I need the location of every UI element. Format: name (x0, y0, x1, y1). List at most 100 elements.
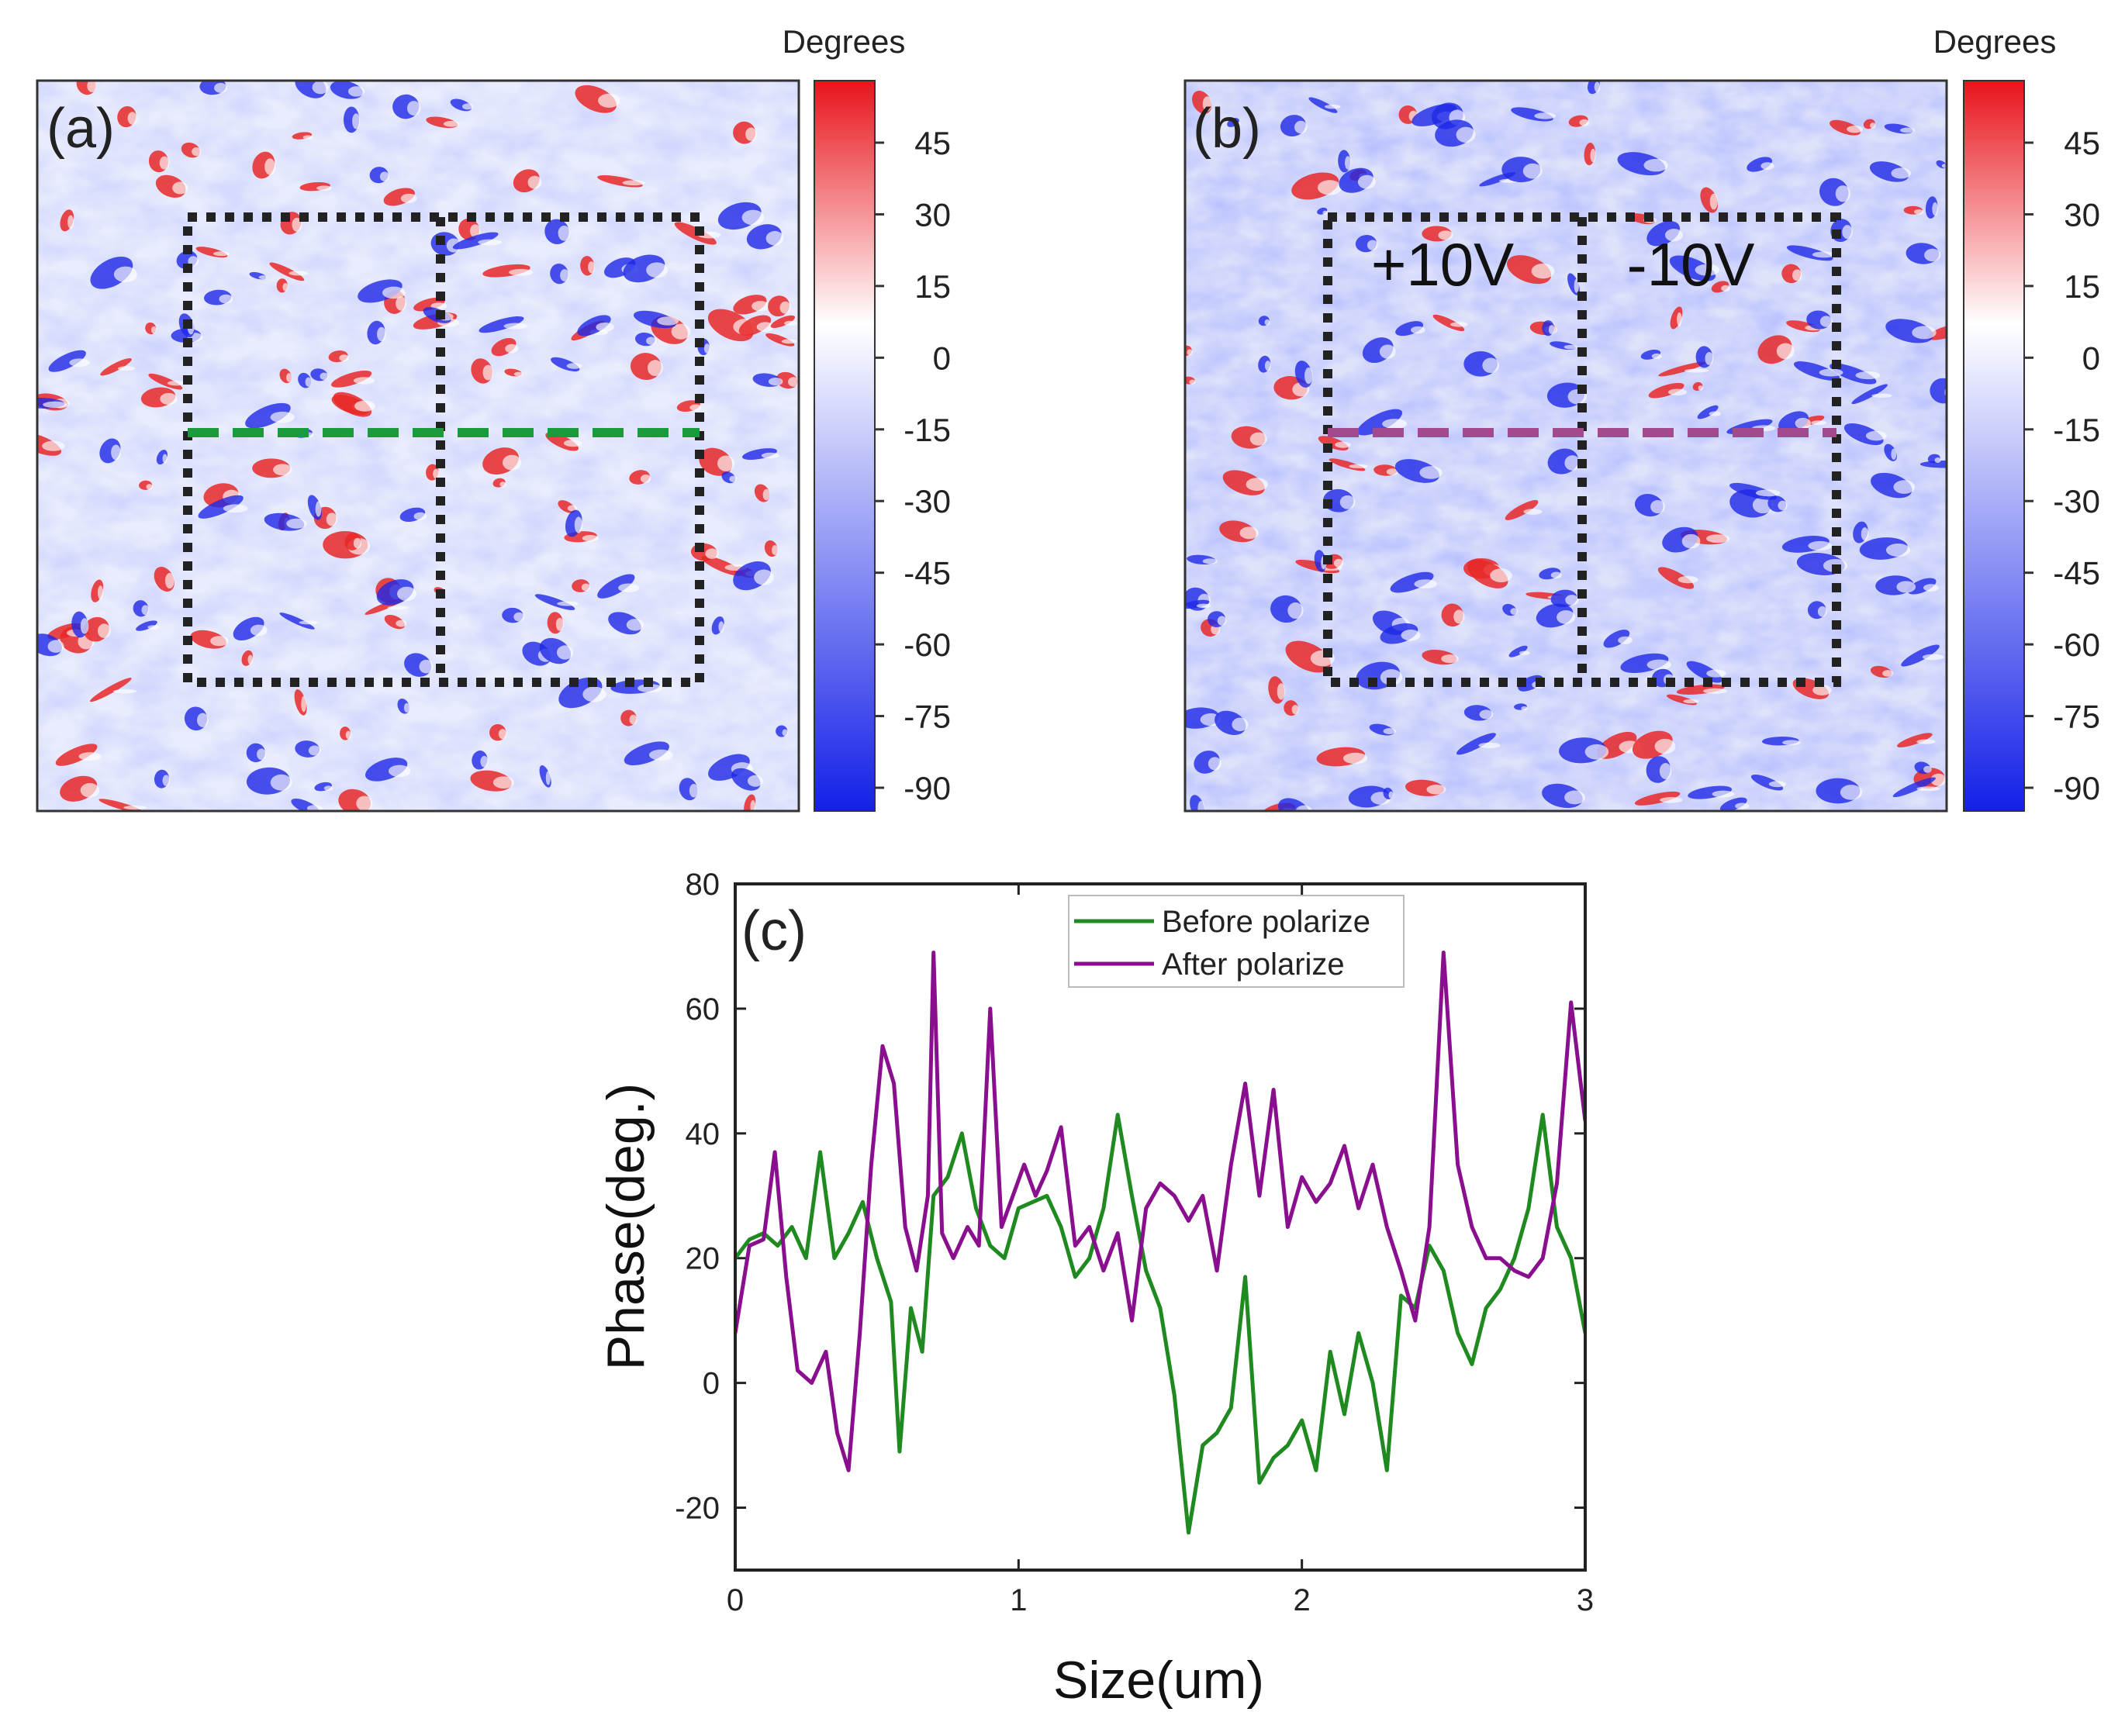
map-a-domain-halo (527, 175, 542, 189)
region-label-negative: -10V (1627, 230, 1755, 299)
map-a-domain-halo (558, 225, 571, 241)
map-a-blue-domain (136, 620, 157, 631)
map-b-domain-halo (1705, 352, 1714, 365)
region-label-positive: +10V (1371, 230, 1514, 299)
legend: Before polarize After polarize (1068, 895, 1405, 988)
map-b-domain-halo (1335, 441, 1351, 448)
map-b-domain-halo (1479, 709, 1494, 720)
map-a-domain-halo (396, 296, 406, 311)
map-a-red-domain (770, 315, 796, 329)
map-a-domain-halo (598, 93, 620, 108)
map-b-domain-halo (1438, 230, 1453, 240)
map-b-domain-halo (1419, 466, 1443, 479)
map-b-domain-halo (1197, 801, 1204, 811)
map-b-domain-halo (1861, 527, 1869, 541)
map-a-domain-halo (299, 620, 319, 625)
map-a-domain-halo (588, 261, 596, 274)
map-b-domain-halo (1249, 432, 1267, 446)
map-a-domain-halo (316, 185, 332, 191)
map-b-domain-halo (1456, 126, 1476, 143)
map-b-domain-halo (1792, 269, 1802, 281)
map-a-domain-halo (354, 400, 375, 412)
map-b-domain-halo (1882, 670, 1894, 677)
y-tick-label: 60 (686, 992, 720, 1027)
map-a-domain-halo (640, 475, 651, 483)
map-a-domain-halo (197, 713, 209, 728)
map-a-domain-halo (689, 783, 699, 798)
map-a-domain-halo (689, 404, 702, 411)
map-a-domain-halo (213, 251, 230, 257)
map-b-domain-halo (1579, 119, 1590, 126)
map-a-domain-halo (566, 363, 582, 369)
map-b-domain-halo (1564, 344, 1577, 350)
map-b-domain-halo (1702, 688, 1728, 694)
map-b-domain-halo (1426, 784, 1446, 795)
map-b-domain-halo (1930, 773, 1947, 786)
map-a-blue-domain (245, 402, 291, 429)
map-b-domain-halo (1478, 742, 1501, 749)
map-a-domain-halo (567, 505, 578, 512)
map-a-domain-halo (761, 452, 779, 459)
colorbar-a-tick-label: -60 (904, 626, 951, 663)
map-a-domain-halo (219, 294, 233, 304)
map-b-domain-halo (1322, 210, 1329, 215)
plot-frame (734, 882, 1587, 1572)
map-b-domain-halo (1681, 533, 1701, 549)
map-a-red-domain (148, 373, 183, 390)
map-b-domain-halo (1646, 659, 1671, 671)
colorbar-b-tick-label: -90 (2053, 770, 2100, 806)
map-b-red-domain (1648, 382, 1684, 399)
map-a-domain-halo (482, 364, 494, 381)
map-b-domain-halo (1187, 349, 1193, 356)
map-a-domain-halo (560, 269, 569, 281)
map-b-domain-halo (1654, 738, 1676, 754)
map-b-blue-domain (1308, 97, 1338, 113)
map-a-domain-halo (430, 302, 447, 309)
map-b-domains (1185, 81, 1947, 811)
map-a-texture (37, 81, 799, 811)
map-b-domain-halo (1808, 540, 1833, 551)
map-a-domain-halo (747, 775, 763, 787)
map-b-domain-halo (1239, 526, 1259, 540)
map-b-blue-domain (1719, 797, 1747, 811)
map-a-domain-halo (413, 512, 427, 520)
map-a-domain-halo (419, 659, 434, 674)
map-a-domain-halo (779, 301, 791, 314)
map-b-domain-halo (1795, 417, 1812, 430)
y-tick-label: -20 (675, 1492, 720, 1526)
map-a-blue-domain (198, 495, 244, 519)
series-before-polarize-line (735, 1113, 1585, 1535)
map-a-domain-halo (47, 640, 64, 653)
map-b-domain-halo (1246, 478, 1268, 492)
map-b-domain-halo (1264, 319, 1270, 326)
map-a-domain-halo (69, 358, 90, 368)
map-a-domain-halo (582, 686, 606, 702)
map-a-domain-halo (648, 749, 673, 761)
map-b-domain-halo (1594, 81, 1601, 92)
map-b-red-domain (1634, 791, 1681, 806)
map-b-domain-halo (1342, 752, 1368, 764)
map-a-domain-halo (356, 796, 373, 811)
map-b-red-domain (1658, 361, 1706, 377)
map-b-domain-halo (1521, 706, 1528, 710)
map-b-domain-halo (1900, 127, 1915, 133)
map-b-domain-halo (1677, 312, 1682, 327)
map-a-domain-halo (443, 120, 460, 127)
map-b-domain-halo (1660, 797, 1683, 803)
colorbar-a-tick-label: -30 (904, 483, 951, 519)
map-a-domain-halo (784, 320, 797, 326)
map-b-blue-domain (1930, 378, 1947, 404)
colorbar-b-tick-label: -30 (2053, 483, 2100, 519)
map-b-domain-halo (1208, 757, 1221, 771)
map-a-domain-halo (752, 301, 769, 312)
map-b-domain-halo (1922, 654, 1944, 661)
map-a-domain-halo (647, 360, 663, 377)
map-b-domain-halo (1819, 316, 1833, 327)
colorbar-a-tick-label: 45 (914, 125, 951, 161)
map-a-domain-halo (306, 805, 323, 811)
map-b-blue-domain (1508, 645, 1528, 657)
map-b-domain-halo (1914, 209, 1924, 215)
map-a-domain-halo (117, 366, 136, 371)
map-b: (b) +10V -10V (1183, 79, 1948, 813)
map-b-domain-halo (1367, 240, 1378, 250)
